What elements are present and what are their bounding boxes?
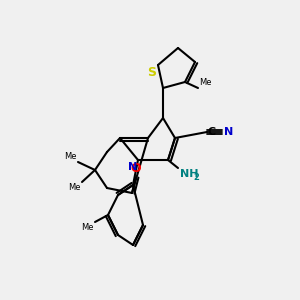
Text: NH: NH bbox=[180, 169, 199, 179]
Text: Me: Me bbox=[82, 223, 94, 232]
Text: O: O bbox=[131, 162, 141, 175]
Text: S: S bbox=[147, 66, 156, 79]
Text: Me: Me bbox=[68, 183, 81, 192]
Text: 2: 2 bbox=[193, 173, 199, 182]
Text: N: N bbox=[128, 162, 137, 172]
Text: C: C bbox=[208, 127, 216, 137]
Text: Me: Me bbox=[199, 78, 211, 87]
Text: N: N bbox=[224, 127, 233, 137]
Text: Me: Me bbox=[64, 152, 77, 161]
